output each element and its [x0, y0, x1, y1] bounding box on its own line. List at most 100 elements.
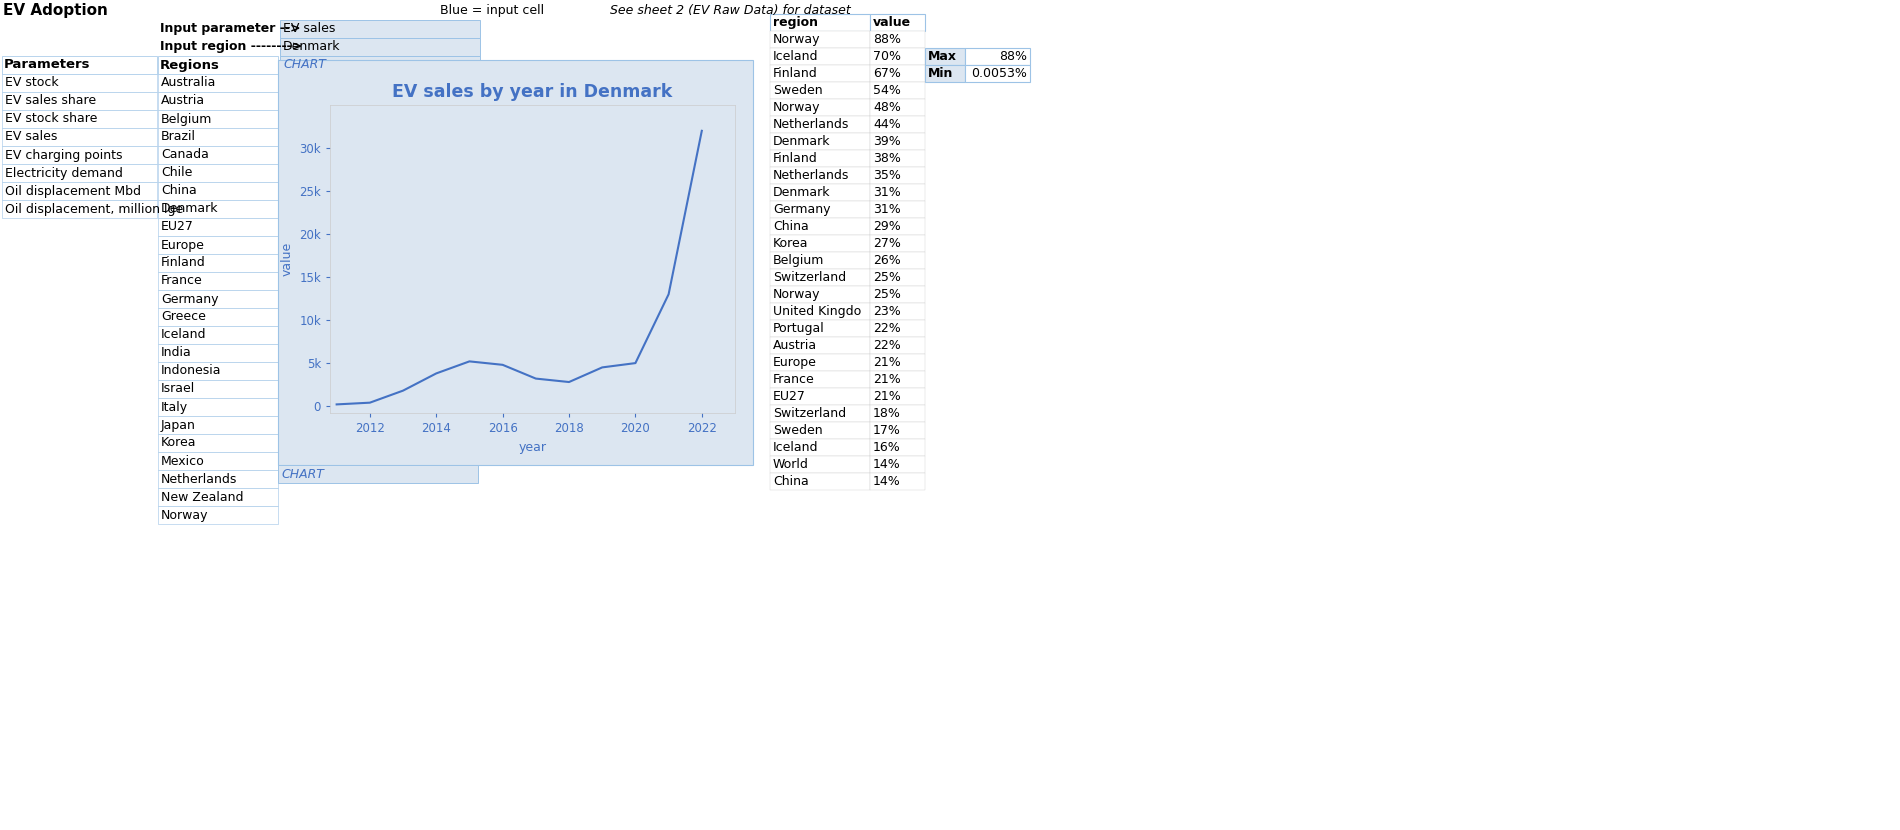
Bar — [770, 388, 870, 405]
Bar — [770, 184, 870, 201]
Text: 22%: 22% — [872, 322, 901, 335]
Text: EU27: EU27 — [773, 390, 806, 403]
Text: Min: Min — [927, 67, 954, 80]
Bar — [770, 320, 870, 337]
Bar — [158, 506, 277, 524]
Bar — [770, 354, 870, 371]
Bar — [870, 133, 925, 150]
Text: Germany: Germany — [162, 292, 218, 305]
Text: 21%: 21% — [872, 390, 901, 403]
Bar — [2, 146, 158, 164]
Text: Greece: Greece — [162, 310, 205, 324]
Bar — [158, 380, 277, 398]
Text: value: value — [872, 16, 912, 29]
Bar — [158, 164, 277, 182]
Bar — [870, 167, 925, 184]
Bar — [870, 371, 925, 388]
Bar — [870, 388, 925, 405]
Text: Europe: Europe — [162, 238, 205, 251]
Text: 39%: 39% — [872, 135, 901, 148]
Text: Parameters: Parameters — [4, 58, 91, 71]
Bar — [158, 74, 277, 92]
Text: Australia: Australia — [162, 76, 217, 90]
Bar — [870, 218, 925, 235]
Bar — [925, 48, 965, 65]
Bar — [870, 201, 925, 218]
Text: EV sales: EV sales — [6, 130, 57, 144]
Bar — [158, 146, 277, 164]
Text: China: China — [773, 475, 809, 488]
Text: Iceland: Iceland — [773, 441, 819, 454]
Text: 25%: 25% — [872, 271, 901, 284]
Bar — [870, 337, 925, 354]
Text: Switzerland: Switzerland — [773, 407, 846, 420]
Text: 21%: 21% — [872, 373, 901, 386]
Bar — [870, 439, 925, 456]
Text: Norway: Norway — [162, 509, 209, 521]
Bar — [770, 337, 870, 354]
Text: EV Adoption: EV Adoption — [4, 3, 108, 18]
Bar — [2, 128, 158, 146]
Bar — [158, 434, 277, 452]
Text: Finland: Finland — [773, 152, 817, 165]
Text: Iceland: Iceland — [773, 50, 819, 63]
Bar — [158, 254, 277, 272]
Text: China: China — [162, 184, 198, 198]
Bar — [277, 60, 752, 465]
Text: Regions: Regions — [160, 58, 220, 71]
Text: Netherlands: Netherlands — [773, 118, 849, 131]
Bar — [770, 201, 870, 218]
Bar — [770, 422, 870, 439]
Text: 44%: 44% — [872, 118, 901, 131]
Bar — [770, 31, 870, 48]
Text: EV sales share: EV sales share — [6, 95, 97, 108]
Text: Netherlands: Netherlands — [773, 169, 849, 182]
Bar — [870, 286, 925, 303]
Text: EV sales: EV sales — [283, 22, 336, 36]
Bar — [158, 290, 277, 308]
Text: Finland: Finland — [773, 67, 817, 80]
Bar — [158, 308, 277, 326]
Text: Sweden: Sweden — [773, 84, 823, 97]
Text: Belgium: Belgium — [773, 254, 825, 267]
Text: Blue = input cell: Blue = input cell — [441, 4, 543, 17]
Bar — [158, 110, 277, 128]
Text: Belgium: Belgium — [162, 113, 213, 125]
Text: 14%: 14% — [872, 475, 901, 488]
Bar — [158, 470, 277, 488]
Text: 31%: 31% — [872, 186, 901, 199]
Text: Denmark: Denmark — [283, 41, 340, 53]
Text: Switzerland: Switzerland — [773, 271, 846, 284]
Bar — [158, 398, 277, 416]
Text: 23%: 23% — [872, 305, 901, 318]
Title: EV sales by year in Denmark: EV sales by year in Denmark — [393, 83, 673, 100]
Bar — [870, 99, 925, 116]
Bar — [158, 128, 277, 146]
Bar — [770, 303, 870, 320]
Bar — [158, 488, 277, 506]
Text: Oil displacement Mbd: Oil displacement Mbd — [6, 184, 141, 198]
Bar — [158, 326, 277, 344]
Bar — [770, 456, 870, 473]
Bar — [770, 405, 870, 422]
Text: New Zealand: New Zealand — [162, 491, 243, 504]
Text: Europe: Europe — [773, 356, 817, 369]
Bar — [770, 371, 870, 388]
Text: Norway: Norway — [773, 101, 821, 114]
Text: 54%: 54% — [872, 84, 901, 97]
Text: World: World — [773, 458, 809, 471]
Text: United Kingdo: United Kingdo — [773, 305, 861, 318]
Text: Denmark: Denmark — [162, 203, 218, 216]
Text: Portugal: Portugal — [773, 322, 825, 335]
Text: 88%: 88% — [999, 50, 1028, 63]
Bar — [870, 422, 925, 439]
Text: 16%: 16% — [872, 441, 901, 454]
Text: 14%: 14% — [872, 458, 901, 471]
Text: 25%: 25% — [872, 288, 901, 301]
Text: Italy: Italy — [162, 401, 188, 413]
Text: 70%: 70% — [872, 50, 901, 63]
Bar — [158, 344, 277, 362]
Text: Korea: Korea — [162, 437, 196, 450]
Text: EV stock: EV stock — [6, 76, 59, 90]
Text: EU27: EU27 — [162, 221, 194, 233]
